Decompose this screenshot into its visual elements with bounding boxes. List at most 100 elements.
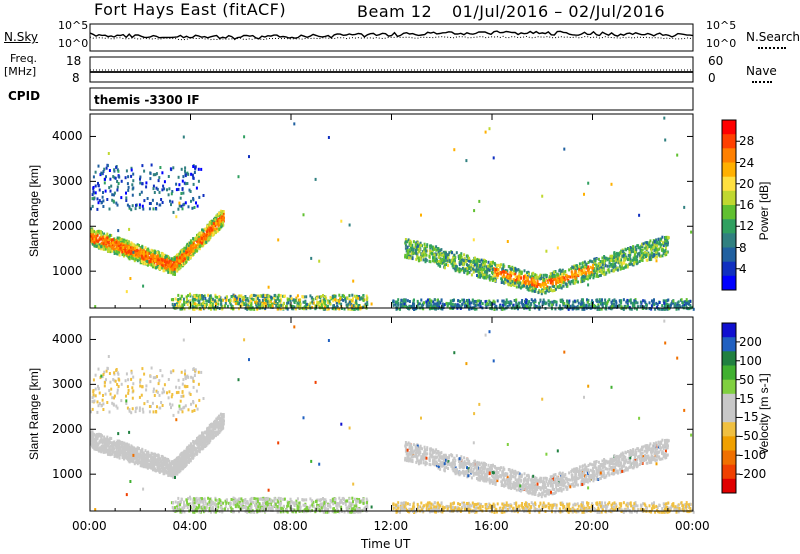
power-cell — [264, 294, 267, 297]
power-cell — [173, 270, 176, 274]
power-cell — [667, 298, 670, 302]
power-cell — [643, 246, 646, 250]
power-cell — [269, 300, 272, 303]
power-cell — [245, 305, 248, 309]
power-cell — [494, 270, 497, 274]
power-cell — [102, 247, 105, 251]
power-cell — [527, 279, 529, 283]
power-cell — [194, 249, 197, 252]
power-cell — [547, 280, 550, 284]
power-cell — [404, 240, 407, 244]
power-cell — [542, 302, 545, 306]
power-cell — [505, 301, 508, 305]
power-cell — [255, 296, 258, 300]
power-cell — [598, 267, 601, 270]
power-cell — [253, 307, 256, 311]
power-cell — [661, 235, 664, 239]
power-cell — [185, 244, 188, 248]
power-cell — [277, 297, 280, 301]
power-cell — [568, 268, 571, 272]
power-cell — [454, 303, 457, 307]
power-cell — [589, 265, 592, 269]
power-cell — [177, 187, 180, 191]
power-cell — [502, 267, 505, 271]
power-cell — [199, 297, 202, 301]
power-cell — [464, 302, 467, 306]
power-cell — [412, 251, 415, 255]
velocity-cell — [123, 457, 125, 461]
power-cell — [120, 179, 123, 183]
power-cell — [519, 286, 522, 290]
power-cell — [528, 300, 531, 304]
power-cell — [481, 270, 484, 274]
power-cell — [192, 305, 195, 309]
power-cell — [541, 289, 544, 293]
power-cell — [340, 297, 343, 301]
power-cell — [348, 300, 351, 304]
power-cell — [94, 170, 97, 174]
power-cell — [184, 166, 187, 170]
power-cell — [667, 236, 670, 240]
power-cell — [305, 302, 308, 306]
power-cell — [633, 262, 636, 266]
power-cell — [195, 186, 198, 190]
power-cell — [92, 229, 95, 233]
power-cell — [148, 202, 151, 205]
power-cell — [126, 203, 129, 207]
power-cell — [585, 277, 588, 280]
power-cell — [95, 244, 98, 248]
power-cell — [220, 222, 223, 226]
power-cell — [506, 305, 509, 308]
power-cell — [438, 259, 441, 263]
power-cell — [583, 305, 586, 309]
power-cell — [419, 255, 422, 259]
power-cell — [509, 267, 512, 271]
power-cell — [104, 177, 106, 181]
power-cell — [194, 298, 197, 302]
power-cell — [324, 295, 327, 299]
power-cell — [192, 300, 195, 304]
power-cell — [440, 258, 443, 262]
power-cell — [113, 193, 115, 197]
power-cell — [586, 268, 589, 272]
power-cell — [545, 277, 548, 281]
power-cell — [358, 295, 361, 298]
power-cell — [563, 272, 566, 276]
power-cell — [665, 244, 668, 247]
power-cell — [482, 268, 485, 272]
power-cell — [659, 254, 662, 258]
power-cell — [267, 294, 270, 298]
power-cell — [538, 283, 541, 287]
power-cell — [132, 243, 135, 247]
power-cell — [140, 260, 143, 263]
power-cell — [532, 278, 535, 282]
power-cell — [130, 166, 133, 170]
power-cell — [534, 276, 537, 280]
power-cell — [96, 197, 99, 201]
power-cell — [434, 307, 436, 311]
power-cell — [276, 302, 279, 305]
power-cell — [167, 175, 170, 178]
power-cell — [534, 273, 537, 277]
power-cell — [202, 194, 205, 197]
power-cell — [475, 259, 478, 263]
power-cell — [204, 233, 207, 237]
power-cell — [217, 222, 219, 226]
power-cell — [641, 248, 644, 252]
power-cell — [423, 301, 426, 305]
power-cell — [613, 254, 616, 258]
power-cell — [475, 300, 478, 303]
power-cell — [130, 168, 133, 172]
power-cell — [421, 305, 423, 309]
power-cell — [607, 299, 610, 303]
power-cell — [472, 270, 475, 274]
power-cell — [216, 229, 219, 233]
power-cell — [441, 307, 444, 311]
power-cell — [347, 307, 350, 311]
power-cell — [424, 247, 427, 251]
power-cell — [94, 305, 97, 309]
power-cell — [491, 264, 493, 268]
power-cell — [502, 299, 505, 303]
power-cell — [650, 244, 653, 248]
power-cell — [211, 219, 214, 223]
